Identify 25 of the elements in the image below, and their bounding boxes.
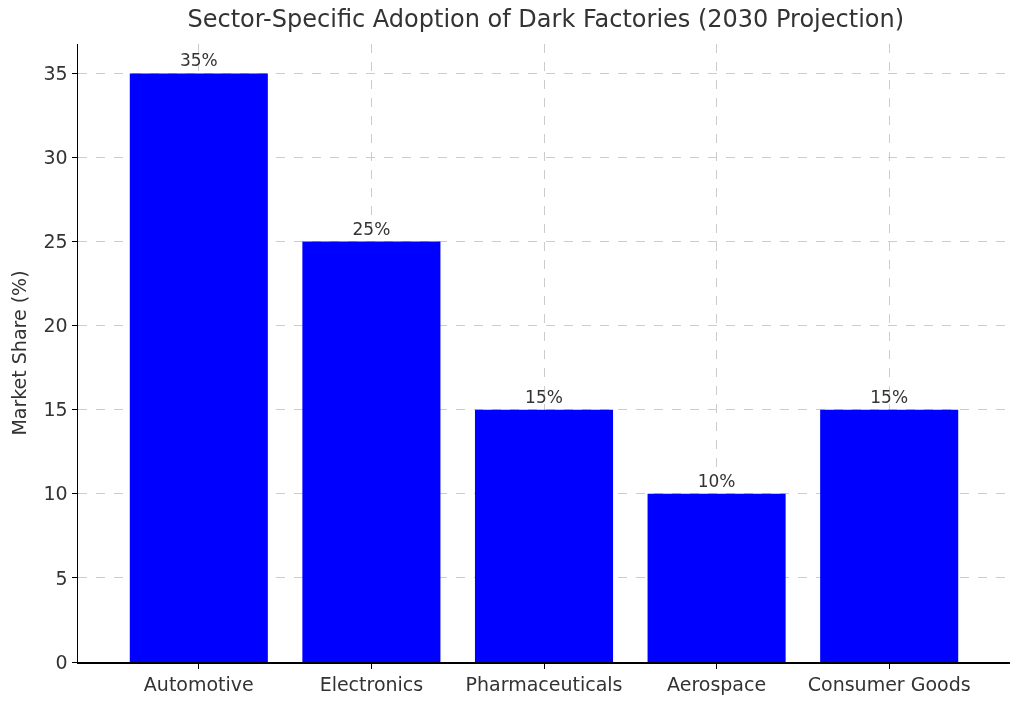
data-label: 35%	[179, 50, 218, 71]
bar	[302, 241, 441, 662]
y-tick-label: 20	[43, 314, 68, 337]
data-label: 15%	[525, 386, 563, 407]
y-tick-label: 15	[43, 398, 68, 421]
bar	[647, 493, 786, 662]
y-tick-label: 25	[43, 230, 68, 253]
x-tick-label: Automotive	[143, 673, 254, 696]
bar	[820, 409, 959, 662]
bar	[474, 409, 614, 662]
data-label: 10%	[697, 470, 736, 491]
bar	[129, 73, 268, 662]
y-tick-label: 10	[43, 482, 68, 505]
data-label: 25%	[352, 218, 391, 239]
y-tick-label: 30	[43, 146, 68, 169]
y-axis-title: Market Share (%)	[7, 270, 30, 436]
chart-title: Sector-Specific Adoption of Dark Factories (2030 Projection)	[187, 5, 905, 34]
x-tick-label: Pharmaceuticals	[465, 673, 623, 696]
y-tick-label: 0	[55, 650, 68, 673]
x-tick-label: Aerospace	[667, 673, 767, 696]
x-tick-label: Electronics	[319, 673, 424, 696]
data-label: 15%	[870, 386, 909, 407]
x-tick-label: Consumer Goods	[807, 673, 971, 696]
y-tick-label: 35	[43, 62, 68, 85]
y-tick-label: 5	[55, 566, 68, 589]
